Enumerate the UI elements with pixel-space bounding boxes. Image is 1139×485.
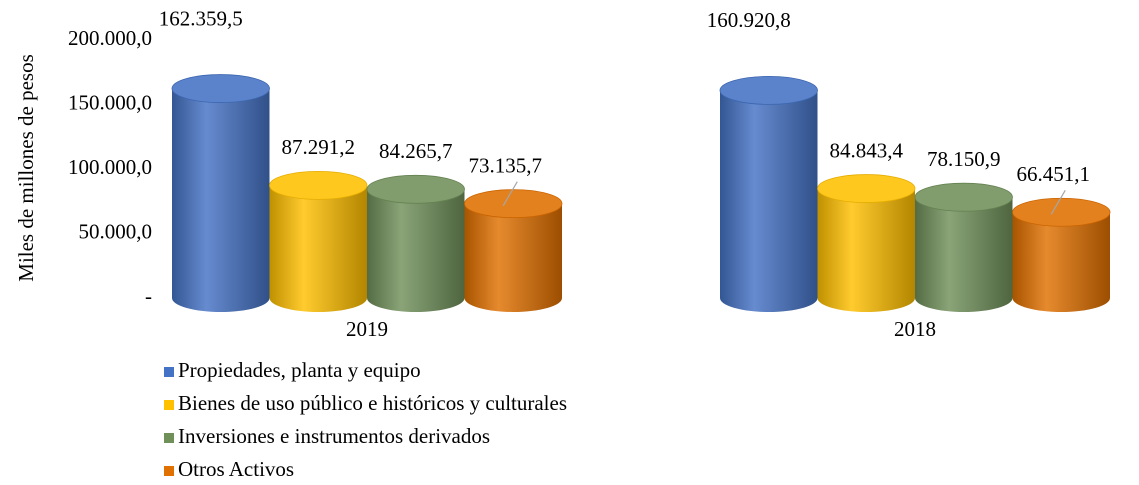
y-tick-label: 100.000,0 xyxy=(68,155,152,179)
legend-swatch xyxy=(164,466,174,476)
bar xyxy=(172,74,270,312)
bar-top xyxy=(366,174,465,204)
y-tick-label: 150.000,0 xyxy=(68,90,152,114)
bar-top xyxy=(1012,197,1111,227)
data-label: 66.451,1 xyxy=(1017,162,1091,186)
bar-top xyxy=(914,182,1013,212)
bar xyxy=(269,171,367,312)
bar-top xyxy=(464,189,563,219)
y-tick-label: - xyxy=(145,284,152,308)
legend-label: Propiedades, planta y equipo xyxy=(178,358,421,382)
bar xyxy=(720,76,818,313)
data-label: 84.265,7 xyxy=(379,139,453,163)
leader-line xyxy=(1050,189,1066,215)
bar xyxy=(464,189,562,312)
legend-swatch xyxy=(164,433,174,443)
data-label: 87.291,2 xyxy=(282,135,356,159)
data-label: 160.920,8 xyxy=(707,8,791,32)
bar-top xyxy=(719,76,818,105)
data-label: 78.150,9 xyxy=(927,147,1001,171)
leader-line xyxy=(502,181,518,206)
bar xyxy=(367,175,465,312)
legend-label: Inversiones e instrumentos derivados xyxy=(178,424,490,448)
bar-top xyxy=(269,170,368,200)
y-tick-label: 50.000,0 xyxy=(79,219,153,243)
legend-label: Otros Activos xyxy=(178,457,294,481)
bar xyxy=(817,174,915,312)
bar-top xyxy=(817,174,916,203)
legend-label: Bienes de uso público e históricos y cul… xyxy=(178,391,567,415)
bar xyxy=(915,183,1013,312)
legend-swatch xyxy=(164,367,174,377)
data-label: 162.359,5 xyxy=(159,6,243,30)
x-tick-label: 2019 xyxy=(346,317,388,341)
bar-top xyxy=(171,74,270,103)
y-tick-label: 200.000,0 xyxy=(68,26,152,50)
y-axis-label: Miles de millones de pesos xyxy=(14,54,38,281)
data-label: 84.843,4 xyxy=(830,138,904,162)
data-label: 73.135,7 xyxy=(469,153,543,177)
legend-swatch xyxy=(164,400,174,410)
x-tick-label: 2018 xyxy=(894,317,936,341)
bar xyxy=(1012,198,1110,312)
